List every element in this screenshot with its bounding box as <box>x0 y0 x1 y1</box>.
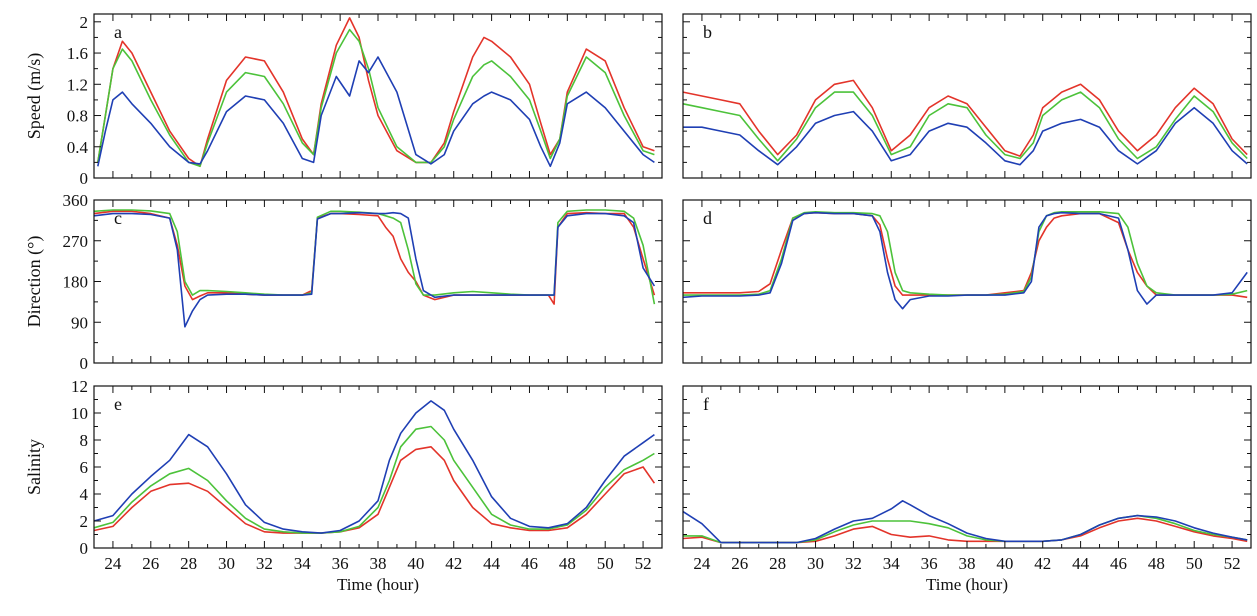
y-tick-label-c: 180 <box>63 273 89 292</box>
x-tick-label-f: 46 <box>1110 554 1127 573</box>
series-line-b-blue <box>683 106 1248 166</box>
x-tick-label-f: 50 <box>1186 554 1203 573</box>
x-tick-label-e: 48 <box>559 554 576 573</box>
y-axis-label-a: Speed (m/s) <box>24 53 45 139</box>
x-tick-label-f: 42 <box>1034 554 1051 573</box>
x-tick-label-f: 26 <box>731 554 748 573</box>
x-tick-label-e: 30 <box>218 554 235 573</box>
series-line-e-blue <box>93 400 655 534</box>
panel-d: d <box>682 199 1252 364</box>
panel-label-e: e <box>114 394 122 414</box>
y-tick-label-e: 0 <box>80 539 89 558</box>
y-tick-label-e: 10 <box>71 404 88 423</box>
y-tick-label-e: 8 <box>80 431 89 450</box>
x-tick-label-e: 28 <box>180 554 197 573</box>
x-tick-label-e: 50 <box>597 554 614 573</box>
x-tick-label-e: 24 <box>104 554 122 573</box>
y-tick-label-e: 2 <box>80 512 89 531</box>
y-tick-label-c: 360 <box>63 191 89 210</box>
x-tick-label-f: 34 <box>883 554 901 573</box>
y-tick-label-a: 0.4 <box>67 138 89 157</box>
panel-label-b: b <box>703 22 712 42</box>
x-tick-label-e: 44 <box>483 554 501 573</box>
x-tick-label-f: 36 <box>921 554 938 573</box>
panel-label-a: a <box>114 22 122 42</box>
x-tick-label-f: 52 <box>1224 554 1241 573</box>
x-tick-label-e: 34 <box>294 554 312 573</box>
x-tick-label-f: 24 <box>693 554 711 573</box>
y-tick-label-a: 0 <box>80 169 89 188</box>
series-line-e-red <box>93 445 656 534</box>
x-tick-label-f: 38 <box>959 554 976 573</box>
plot-frame-c <box>93 199 663 364</box>
y-tick-label-e: 6 <box>80 458 89 477</box>
x-tick-label-e: 36 <box>332 554 349 573</box>
y-tick-label-e: 4 <box>80 485 89 504</box>
y-tick-label-a: 0.8 <box>67 107 88 126</box>
series-line-b-red <box>682 79 1248 157</box>
y-tick-label-a: 2 <box>80 13 89 32</box>
panel-label-f: f <box>703 394 709 414</box>
panel-f: 24 26 28 30 32 34 36 38 40 42 44 46 48 50 52 Time (hour… <box>682 385 1252 594</box>
y-axis-label-c: Direction (°) <box>24 236 45 328</box>
y-axis-label-e: Salinity <box>24 439 44 495</box>
y-tick-label-c: 0 <box>80 354 89 373</box>
series-line-d-blue <box>682 211 1248 310</box>
x-tick-label-e: 38 <box>370 554 387 573</box>
plot-frame-a <box>93 13 663 179</box>
series-line-f-blue <box>682 499 1248 544</box>
y-tick-label-e: 12 <box>71 377 88 396</box>
series-line-a-green <box>97 28 655 168</box>
panel-label-d: d <box>703 208 712 228</box>
x-tick-label-f: 32 <box>845 554 862 573</box>
plot-frame-d <box>682 199 1252 364</box>
y-tick-label-c: 270 <box>63 232 89 251</box>
series-line-e-green <box>93 425 655 534</box>
x-tick-label-f: 44 <box>1072 554 1090 573</box>
panel-b: b <box>682 13 1252 179</box>
series-line-d-green <box>683 211 1248 296</box>
x-tick-label-e: 26 <box>142 554 159 573</box>
series-line-b-green <box>682 91 1248 162</box>
x-tick-label-f: 48 <box>1148 554 1165 573</box>
y-tick-label-a: 1.2 <box>67 75 88 94</box>
series-line-c-green <box>93 209 656 305</box>
plot-frame-e <box>93 385 663 549</box>
series-line-a-red <box>97 17 655 168</box>
x-tick-label-e: 40 <box>407 554 424 573</box>
series-line-c-blue <box>93 211 656 328</box>
panel-a: 0 0.4 0.8 1.2 1.6 2 a Speed (m/s) <box>24 13 663 188</box>
series-line-f-green <box>683 514 1248 544</box>
x-tick-label-e: 52 <box>635 554 652 573</box>
panel-c: 0 90 180 270 360 c Direction (°) <box>24 191 663 373</box>
x-axis-label: Time (hour) <box>337 575 419 594</box>
series-line-f-red <box>682 517 1248 544</box>
x-tick-label-e: 32 <box>256 554 273 573</box>
x-tick-label-f: 30 <box>807 554 824 573</box>
x-tick-label-e: 46 <box>521 554 538 573</box>
y-tick-label-c: 90 <box>71 313 88 332</box>
x-tick-label-e: 42 <box>445 554 462 573</box>
plot-frame-b <box>682 13 1252 179</box>
x-tick-label-f: 40 <box>996 554 1013 573</box>
series-line-d-red <box>683 211 1248 299</box>
series-line-a-blue <box>97 56 655 168</box>
x-axis-label: Time (hour) <box>926 575 1008 594</box>
panel-label-c: c <box>114 208 122 228</box>
x-tick-label-f: 28 <box>769 554 786 573</box>
y-tick-label-a: 1.6 <box>67 44 88 63</box>
